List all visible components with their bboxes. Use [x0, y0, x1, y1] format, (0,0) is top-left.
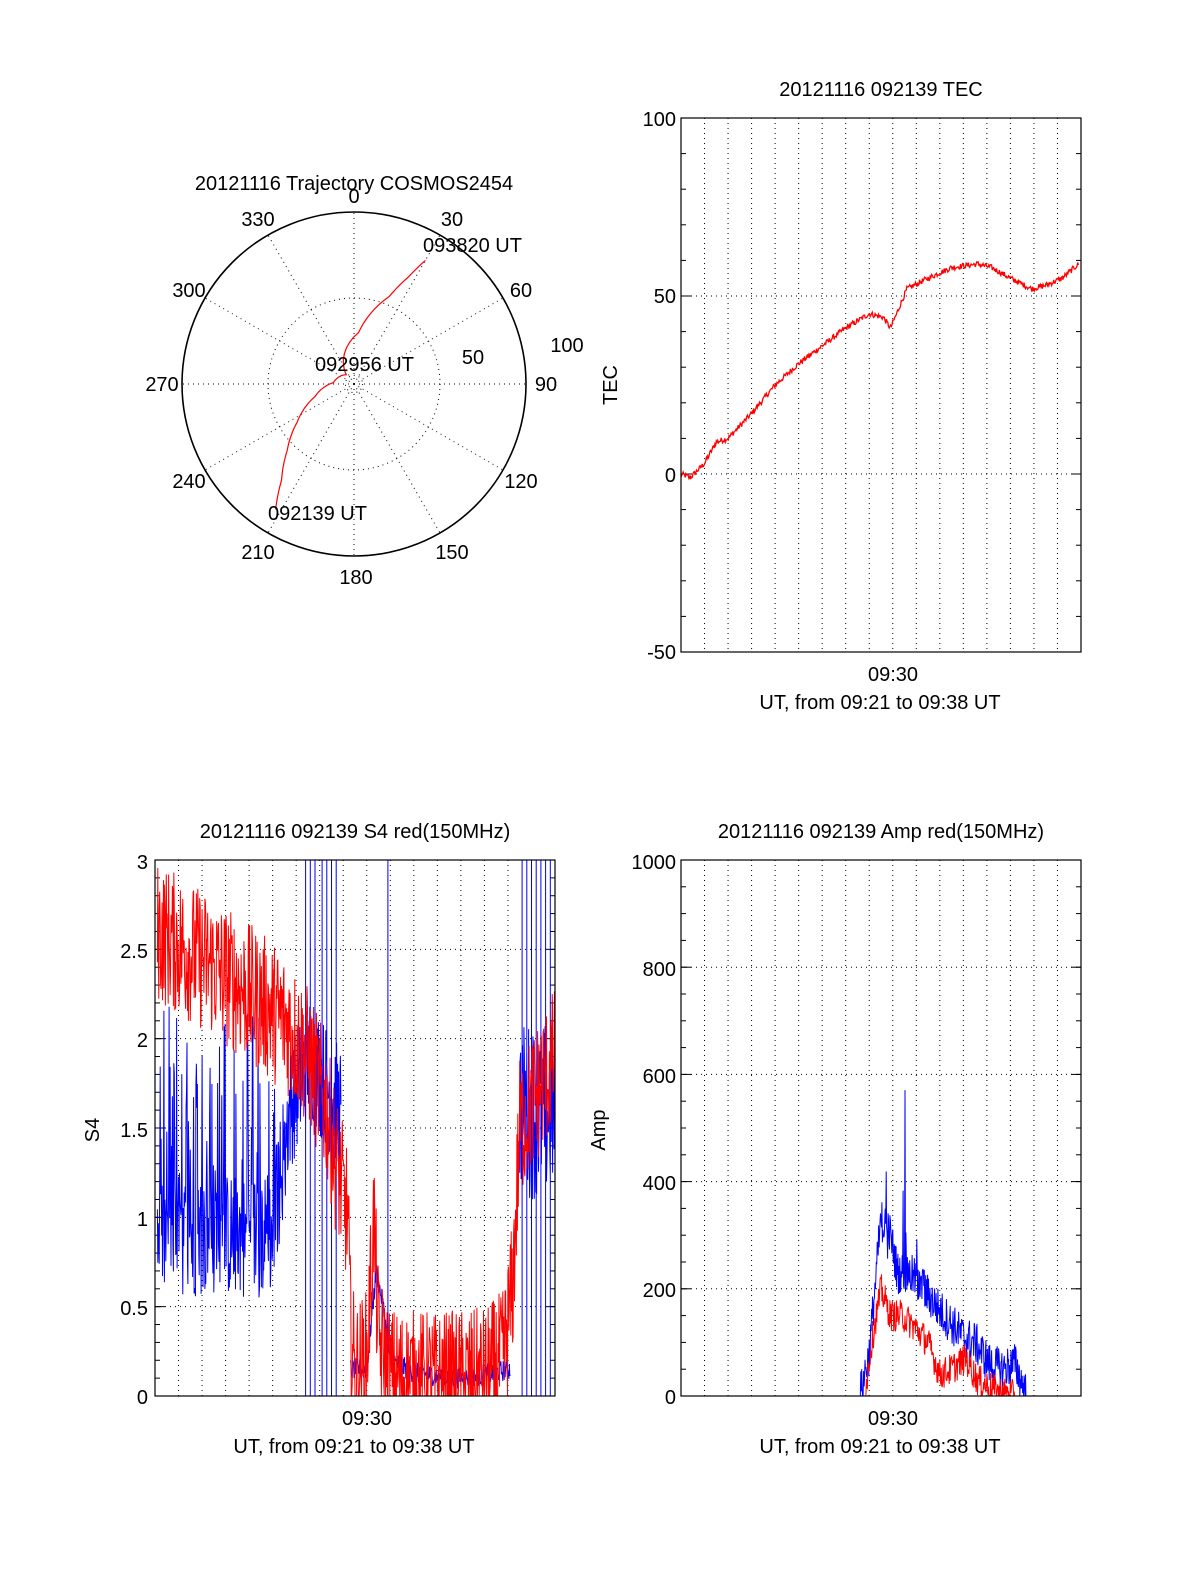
trajectory-title: 20121116 Trajectory COSMOS2454: [195, 173, 513, 195]
tec-y-tick-label: 100: [643, 109, 676, 131]
amp-series-red: [681, 1274, 1081, 1396]
s4-plot-frame: [154, 859, 556, 1397]
s4-y-tick-label: 3: [137, 852, 148, 874]
polar-spoke: [353, 297, 504, 385]
tec-x-axis-label: UT, from 09:21 to 09:38 UT: [759, 692, 1000, 714]
s4-y-tick-label: 2.5: [120, 941, 148, 963]
angle-label-180: 180: [339, 567, 372, 589]
angle-label-300: 300: [172, 280, 205, 302]
polar-outer-circle: [181, 211, 527, 557]
amp-y-tick-label: 400: [643, 1173, 676, 1195]
amp-title: 20121116 092139 Amp red(150MHz): [718, 821, 1044, 843]
track-start-label: 092139 UT: [268, 503, 367, 525]
polar-spoke: [204, 383, 355, 471]
polar-spoke: [267, 234, 355, 385]
angle-label-210: 210: [241, 542, 274, 564]
amp-plot-frame: [680, 859, 1082, 1397]
s4-plot-area: [156, 860, 555, 1396]
angle-label-0: 0: [348, 186, 359, 208]
s4-title: 20121116 092139 S4 red(150MHz): [200, 821, 511, 843]
amp-y-tick-labels: 0 200 400 600 800 1000: [632, 852, 677, 1409]
s4-grid: [155, 859, 555, 1397]
s4-x-axis-label: UT, from 09:21 to 09:38 UT: [233, 1436, 474, 1458]
s4-y-axis-label: S4: [82, 1118, 104, 1142]
track-end-label: 093820 UT: [423, 235, 522, 257]
amp-y-axis-label: Amp: [588, 1109, 610, 1150]
angle-label-330: 330: [241, 209, 274, 231]
amp-plot-area: [681, 1090, 1081, 1396]
amp-x-axis-label: UT, from 09:21 to 09:38 UT: [759, 1436, 1000, 1458]
angle-label-240: 240: [172, 471, 205, 493]
amp-grid: [681, 859, 1081, 1397]
tec-y-axis-label: TEC: [600, 365, 622, 405]
s4-y-tick-labels: 0 0.5 1 1.5 2 2.5 3: [120, 852, 148, 1409]
polar-spoke: [204, 297, 355, 385]
s4-y-tick-label: 2: [137, 1030, 148, 1052]
angle-label-30: 30: [441, 209, 463, 231]
trajectory-track: [275, 259, 426, 510]
tec-series-red: [680, 260, 1080, 481]
tec-panel: 20121116 092139 TEC -50 0 50 100 09:30 U…: [600, 79, 1082, 714]
amp-y-tick-label: 200: [643, 1280, 676, 1302]
polar-spoke: [267, 383, 355, 534]
amp-x-tick-label: 09:30: [868, 1408, 918, 1430]
angle-label-270: 270: [145, 374, 178, 396]
amp-y-tick-label: 800: [643, 959, 676, 981]
tec-y-tick-label: 0: [665, 465, 676, 487]
tec-plot-frame: [680, 117, 1082, 653]
amp-y-tick-label: 600: [643, 1066, 676, 1088]
trajectory-panel: 20121116 Trajectory COSMOS2454 0 30 60 9…: [145, 173, 583, 589]
polar-center: [344, 374, 364, 394]
track-mid-label: 092956 UT: [315, 354, 414, 376]
tec-grid: [681, 117, 1081, 653]
angle-label-90: 90: [535, 374, 557, 396]
polar-spoke: [353, 234, 441, 385]
s4-panel: 20121116 092139 S4 red(150MHz) 0 0.5 1 1…: [82, 821, 556, 1458]
amp-y-tick-label: 0: [665, 1387, 676, 1409]
angle-label-150: 150: [435, 542, 468, 564]
amp-panel: 20121116 092139 Amp red(150MHz) 0 200 40…: [588, 821, 1082, 1458]
angle-label-60: 60: [510, 280, 532, 302]
tec-y-tick-label: 50: [654, 286, 676, 308]
amp-series-blue: [681, 1090, 1081, 1396]
s4-x-tick-label: 09:30: [342, 1408, 392, 1430]
angle-label-120: 120: [504, 471, 537, 493]
s4-y-tick-label: 0: [137, 1387, 148, 1409]
s4-y-tick-label: 0.5: [120, 1298, 148, 1320]
polar-angle-labels: 0 30 60 90 120 150 180 210 240 270 300 3…: [145, 186, 557, 589]
s4-series-red: [156, 867, 555, 1396]
radius-label-100: 100: [550, 335, 583, 357]
tec-y-tick-labels: -50 0 50 100: [643, 109, 676, 664]
tec-title: 20121116 092139 TEC: [779, 79, 983, 101]
s4-y-tick-label: 1: [137, 1209, 148, 1231]
polar-spoke: [353, 383, 441, 534]
s4-y-tick-label: 1.5: [120, 1120, 148, 1142]
radius-label-50: 50: [462, 347, 484, 369]
tec-x-tick-label: 09:30: [868, 664, 918, 686]
amp-y-tick-label: 1000: [632, 852, 677, 874]
polar-grid: [182, 212, 526, 556]
tec-y-tick-label: -50: [647, 642, 676, 664]
polar-ring: [267, 297, 441, 471]
